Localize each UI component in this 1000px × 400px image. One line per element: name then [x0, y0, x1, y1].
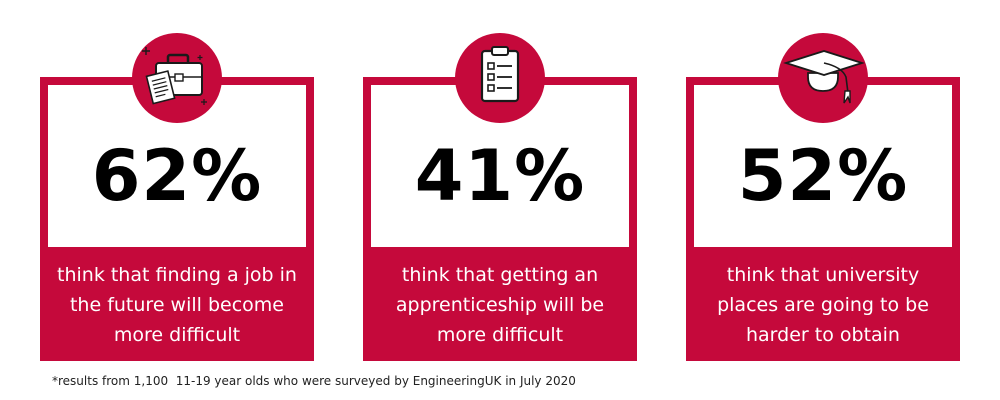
briefcase-icon — [132, 33, 222, 123]
graduation-cap-icon — [778, 33, 868, 123]
stat-description-line: apprenticeship will be — [395, 294, 605, 316]
stat-description-line: think that finding a job in — [57, 264, 297, 286]
stat-description: think that finding a job in the future w… — [46, 260, 308, 350]
stat-description-line: more difficult — [113, 324, 241, 346]
stat-card-job: 62% think that finding a job in the futu… — [40, 77, 314, 361]
stat-percent: 62% — [91, 135, 263, 217]
stat-percent: 41% — [414, 135, 586, 217]
stat-description-line: places are going to be — [717, 294, 929, 316]
stat-percent: 52% — [737, 135, 909, 217]
clipboard-checklist-icon — [455, 33, 545, 123]
stat-description-line: think that university — [726, 264, 920, 286]
stat-description-line: think that getting an — [401, 264, 599, 286]
stat-card-university: 52% think that university places are goi… — [686, 77, 960, 361]
survey-footnote: *results from 1,100 11-19 year olds who … — [52, 374, 576, 388]
stat-description: think that university places are going t… — [692, 260, 954, 350]
stat-description-line: harder to obtain — [746, 324, 900, 346]
stat-description-line: more difficult — [436, 324, 564, 346]
stat-description: think that getting an apprenticeship wil… — [369, 260, 631, 350]
stat-description-line: the future will become — [69, 294, 284, 316]
